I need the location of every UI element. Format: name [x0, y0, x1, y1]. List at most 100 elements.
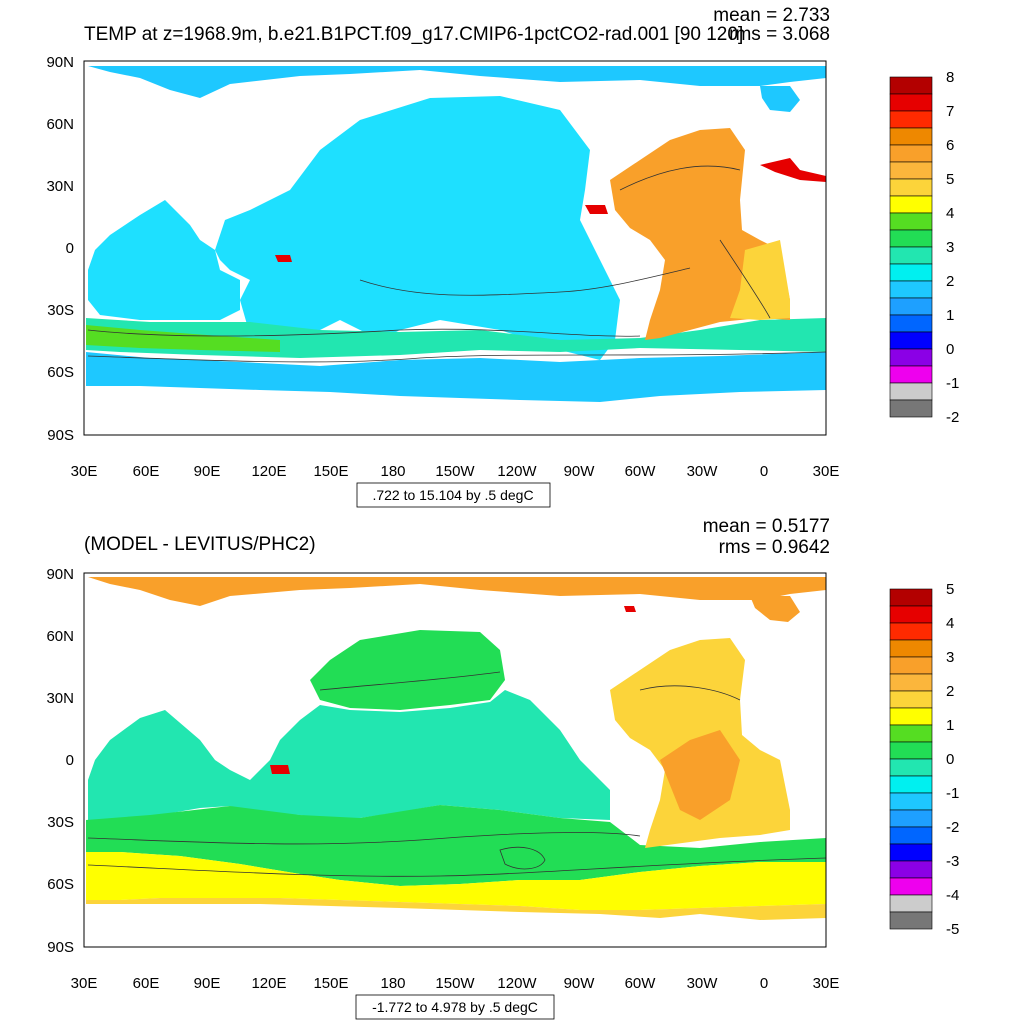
- colorbar-label: 2: [946, 683, 954, 700]
- colorbar-swatch: [889, 673, 933, 692]
- panel-1-lon-label: 30E: [71, 463, 98, 480]
- panel-2-rms: rms = 0.9642: [719, 537, 830, 558]
- colorbar-label: 5: [946, 581, 954, 598]
- panel-2-mediterranean-warm-spot: [270, 765, 290, 774]
- panel-2-map-frame: [83, 572, 827, 948]
- panel-1-lon-label: 150E: [313, 463, 348, 480]
- colorbar-swatch: [889, 280, 933, 299]
- colorbar-label: 6: [946, 137, 954, 154]
- colorbar-swatch: [889, 724, 933, 743]
- panel-1-contour-line: [719, 239, 771, 319]
- colorbar-swatch: [889, 826, 933, 845]
- panel-1-lon-label: 120E: [251, 463, 286, 480]
- panel-1-lat-label: 30N: [46, 178, 74, 195]
- panel-2-arctic-extension: [750, 596, 800, 622]
- colorbar-swatch: [889, 639, 933, 658]
- panel-1-southern-ocean-green-band: [86, 325, 280, 352]
- colorbar-swatch: [889, 741, 933, 760]
- colorbar-swatch: [889, 877, 933, 896]
- colorbar-swatch: [889, 894, 933, 913]
- panel-1-lon-label: 30E: [813, 463, 840, 480]
- panel-1-contour-line: [87, 351, 827, 363]
- colorbar-label: 2: [946, 273, 954, 290]
- panel-1-lat-label: 0: [66, 240, 74, 257]
- panel-2-lat-axis: 90N 60N 30N 0 30S 60S 90S: [46, 566, 74, 956]
- colorbar-label: 1: [946, 307, 954, 324]
- panel-1-lon-label: 0: [760, 463, 768, 480]
- panel-2-lat-label: 0: [66, 752, 74, 769]
- colorbar-swatch: [889, 212, 933, 231]
- colorbar-swatch: [889, 178, 933, 197]
- panel-1-lon-label: 150W: [435, 463, 475, 480]
- colorbar-label: -3: [946, 853, 959, 870]
- panel-2-lat-label: 90N: [46, 566, 74, 583]
- panel-1-map-frame: [83, 60, 827, 436]
- panel-2-lat-label: 90S: [47, 939, 74, 956]
- colorbar-swatch: [889, 690, 933, 709]
- colorbar-swatch: [889, 93, 933, 112]
- colorbar-swatch: [889, 605, 933, 624]
- colorbar-label: 0: [946, 341, 954, 358]
- panel-1-lat-label: 90S: [47, 427, 74, 444]
- panel-2-lon-label: 30W: [687, 975, 719, 992]
- colorbar-swatch: [889, 843, 933, 862]
- colorbar-label: -4: [946, 887, 959, 904]
- panel-1-contour-line: [87, 328, 641, 337]
- panel-2-tropical-ocean: [88, 690, 610, 820]
- colorbar-swatch: [889, 656, 933, 675]
- panel-2-lat-label: 60S: [47, 876, 74, 893]
- panel-2-contour-line: [319, 671, 501, 691]
- panel-2-lon-label: 120W: [497, 975, 537, 992]
- colorbar-swatch: [889, 809, 933, 828]
- panel-2-contour-line: [639, 685, 741, 701]
- colorbar-swatch: [889, 110, 933, 129]
- panel-2-lon-label: 30E: [71, 975, 98, 992]
- colorbar-swatch: [889, 246, 933, 265]
- panel-2-contour-line: [87, 832, 641, 845]
- panel-1: TEMP at z=1968.9m, b.e21.B1PCT.f09_g17.C…: [46, 5, 959, 508]
- panel-1-title: TEMP at z=1968.9m, b.e21.B1PCT.f09_g17.C…: [84, 24, 743, 45]
- panel-2-lon-label: 30E: [813, 975, 840, 992]
- panel-1-lat-axis: 90N 60N 30N 0 30S 60S 90S: [46, 54, 74, 444]
- panel-2-contour-info-frame: [355, 994, 555, 1020]
- colorbar-swatch: [889, 622, 933, 641]
- panel-2-arctic-ocean: [88, 577, 826, 606]
- panel-2-southern-ocean-orange-band: [86, 898, 826, 920]
- colorbar-swatch: [889, 382, 933, 401]
- colorbar-swatch: [889, 144, 933, 163]
- panel-2-lon-label: 60E: [133, 975, 160, 992]
- colorbar-swatch: [889, 707, 933, 726]
- colorbar-label: 4: [946, 615, 954, 632]
- panel-1-arctic-ocean: [88, 66, 826, 98]
- panel-1-arctic-extension: [760, 86, 800, 112]
- colorbar-swatch: [889, 314, 933, 333]
- colorbar-label: 7: [946, 103, 954, 120]
- panel-1-map: [84, 61, 827, 435]
- panel-2-lon-axis: 30E 60E 90E 120E 150E 180 150W 120W 90W …: [71, 975, 840, 992]
- panel-2-norwegian-sea-spot: [624, 606, 636, 612]
- colorbar-swatch: [889, 229, 933, 248]
- panel-2-contours: [87, 671, 827, 877]
- colorbar-swatch: [889, 399, 933, 418]
- panel-1-lat-label: 30S: [47, 302, 74, 319]
- panel-1-mediterranean-warm-spot: [760, 158, 826, 182]
- colorbar-label: -5: [946, 921, 959, 938]
- panel-2-north-pacific: [310, 630, 505, 710]
- panel-2-southern-ocean-green: [86, 805, 826, 886]
- panel-1-lon-label: 60E: [133, 463, 160, 480]
- panel-2-contour-line: [499, 846, 546, 870]
- panel-2-lat-label: 30S: [47, 814, 74, 831]
- panel-1-red-sea-spot: [585, 205, 608, 214]
- colorbar-label: 1: [946, 717, 954, 734]
- colorbar-label: 3: [946, 649, 954, 666]
- panel-2-colorbar: 5 4 3 2 1 0 -1 -2 -3 -4 -5: [889, 581, 959, 938]
- panel-1-lon-label: 180: [380, 463, 405, 480]
- panel-2-lon-label: 150E: [313, 975, 348, 992]
- colorbar-label: 8: [946, 69, 954, 86]
- panel-2-title: (MODEL - LEVITUS/PHC2): [84, 534, 316, 555]
- colorbar-swatch: [889, 76, 933, 95]
- panel-2-lon-label: 60W: [625, 975, 657, 992]
- panel-1-lon-label: 30W: [687, 463, 719, 480]
- panel-2-lat-label: 60N: [46, 628, 74, 645]
